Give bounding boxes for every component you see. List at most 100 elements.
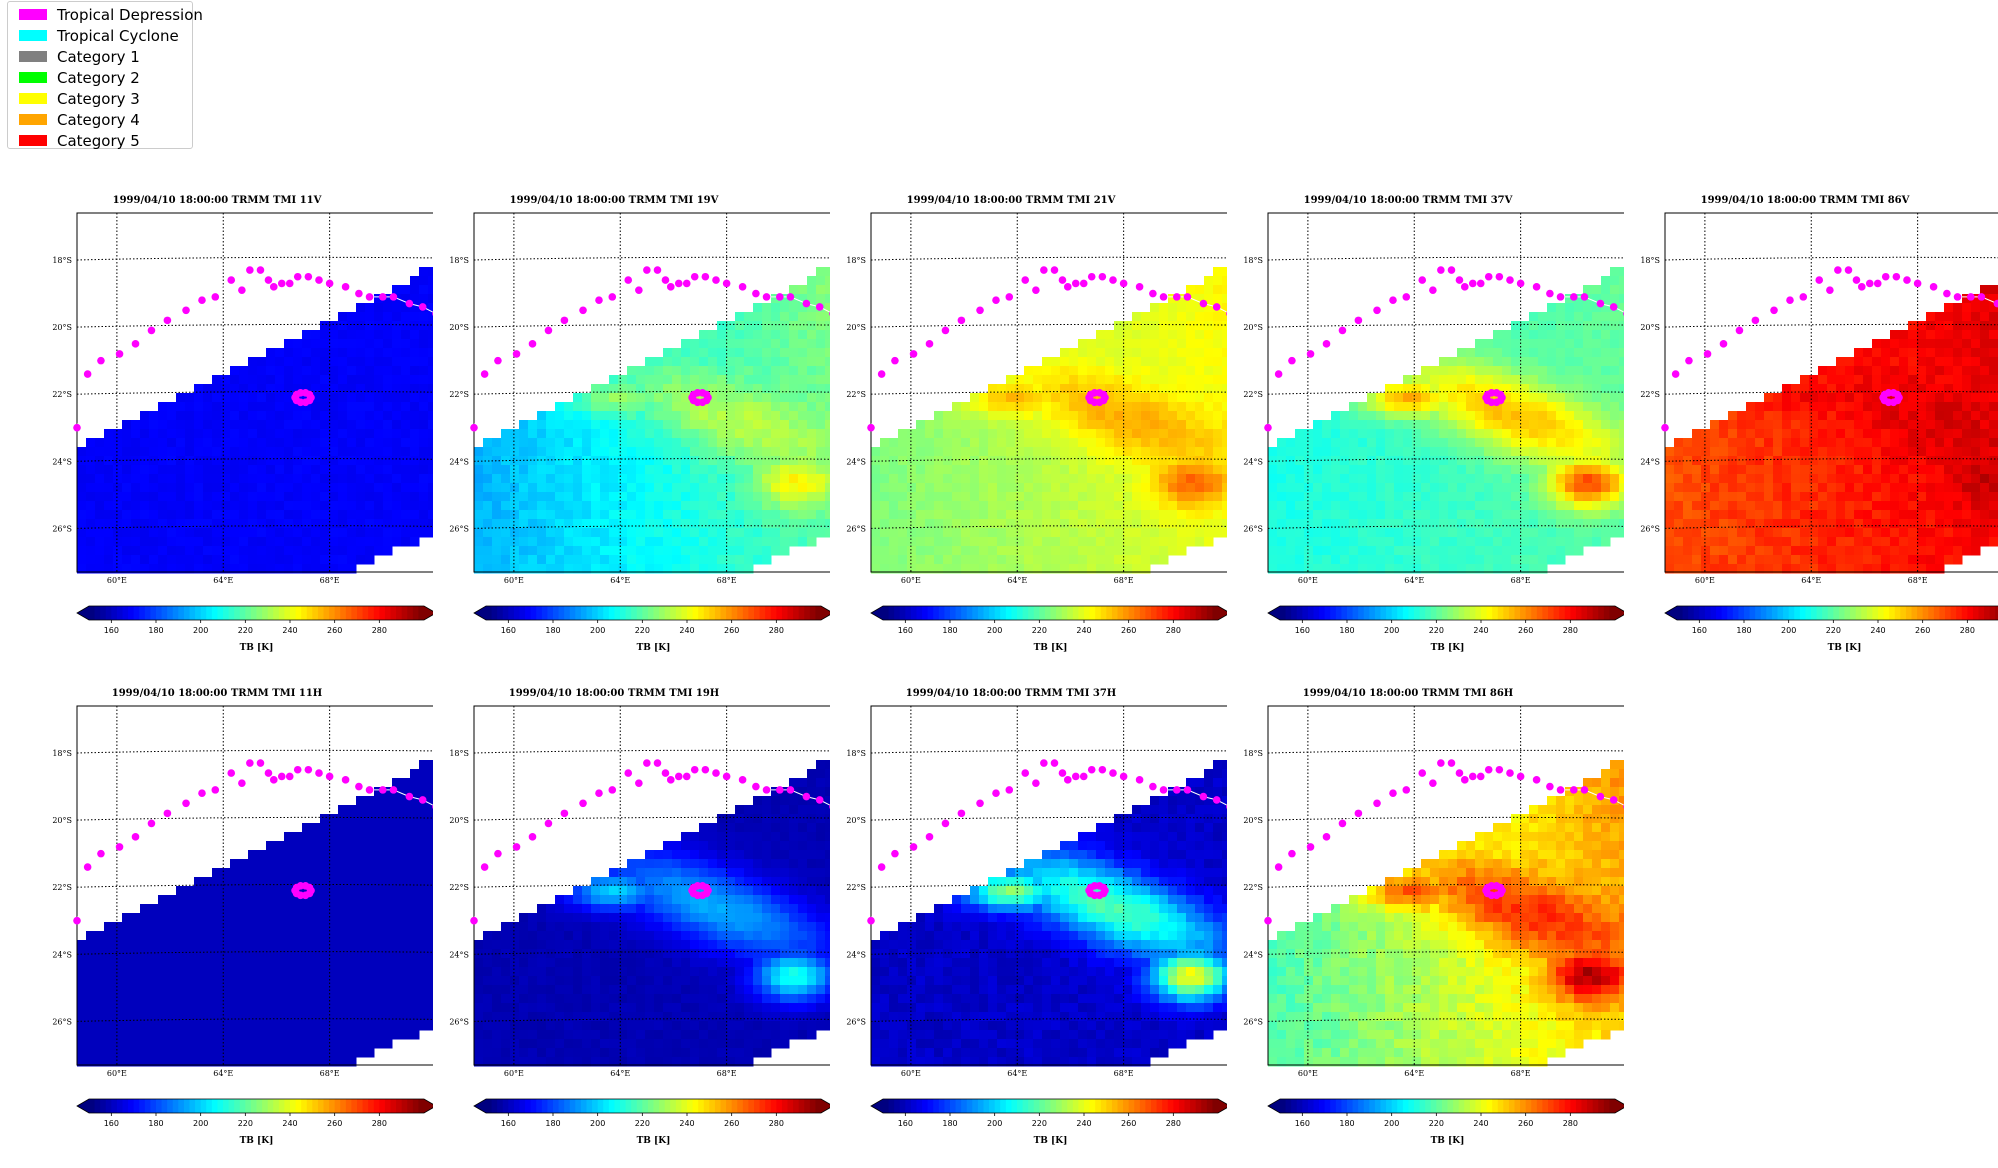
- colorbar-segment: [1067, 606, 1073, 620]
- heat-cell: [1583, 402, 1593, 412]
- heat-cell: [880, 438, 890, 448]
- heat-cell: [1538, 330, 1548, 340]
- heat-cell: [1592, 465, 1602, 475]
- heat-cell: [726, 519, 736, 529]
- heat-cell: [798, 492, 808, 502]
- heat-cell: [807, 429, 817, 439]
- heat-cell: [401, 357, 411, 367]
- heat-cell: [1791, 456, 1801, 466]
- colorbar-label: TB [K]: [1431, 643, 1465, 653]
- heat-cell: [816, 285, 826, 295]
- heat-cell: [86, 483, 96, 493]
- colorbar-segment: [631, 606, 637, 620]
- heat-cell: [582, 438, 592, 448]
- heat-cell: [1033, 420, 1043, 430]
- heat-cell: [1349, 411, 1359, 421]
- heat-cell: [1078, 537, 1088, 547]
- heat-cell: [1412, 438, 1422, 448]
- heat-cell: [1448, 537, 1458, 547]
- heat-cell: [798, 438, 808, 448]
- heat-cell: [735, 375, 745, 385]
- heat-cell: [1006, 519, 1016, 529]
- heat-cell: [1827, 456, 1837, 466]
- heat-cell: [1376, 519, 1386, 529]
- heat-cell: [158, 528, 168, 538]
- heat-cell: [1096, 456, 1106, 466]
- heat-cell: [1439, 447, 1449, 457]
- heat-cell: [1574, 465, 1584, 475]
- lat-tick-label: 26°S: [449, 524, 469, 533]
- heat-cell: [302, 429, 312, 439]
- heat-cell: [1078, 501, 1088, 511]
- heat-cell: [1367, 492, 1377, 502]
- heat-cell: [392, 492, 402, 502]
- heat-cell: [1475, 384, 1485, 394]
- heat-cell: [338, 384, 348, 394]
- heat-cell: [1358, 528, 1368, 538]
- heat-cell: [690, 375, 700, 385]
- heat-cell: [1204, 456, 1214, 466]
- heat-cell: [1890, 555, 1900, 565]
- heat-cell: [1042, 393, 1052, 403]
- heat-cell: [1421, 447, 1431, 457]
- heat-cell: [1448, 492, 1458, 502]
- heat-cell: [221, 474, 231, 484]
- heat-cell: [780, 384, 790, 394]
- heat-cell: [1042, 483, 1052, 493]
- track-point: [1100, 391, 1108, 399]
- heat-cell: [95, 519, 105, 529]
- heat-cell: [699, 519, 709, 529]
- heat-cell: [419, 267, 429, 277]
- heat-cell: [1168, 339, 1178, 349]
- heat-cell: [528, 429, 538, 439]
- heat-cell: [320, 411, 330, 421]
- heat-cell: [1475, 339, 1485, 349]
- heat-cell: [1764, 411, 1774, 421]
- heat-cell: [257, 447, 267, 457]
- heat-cell: [1159, 483, 1169, 493]
- heat-cell: [1186, 357, 1196, 367]
- heat-cell: [1601, 357, 1611, 367]
- heat-cell: [1096, 492, 1106, 502]
- heat-cell: [672, 402, 682, 412]
- heat-cell: [717, 456, 727, 466]
- heat-cell: [1592, 447, 1602, 457]
- heat-cell: [735, 537, 745, 547]
- heat-cell: [816, 438, 826, 448]
- heat-cell: [591, 546, 601, 556]
- heat-cell: [726, 384, 736, 394]
- heat-cell: [717, 465, 727, 475]
- heat-cell: [1683, 501, 1693, 511]
- heat-cell: [1367, 555, 1377, 565]
- heat-cell: [167, 465, 177, 475]
- heat-cell: [1610, 420, 1620, 430]
- heat-cell: [997, 393, 1007, 403]
- heat-cell: [1556, 402, 1566, 412]
- heat-cell: [690, 465, 700, 475]
- heat-cell: [699, 474, 709, 484]
- heat-cell: [257, 393, 267, 403]
- heat-cell: [952, 411, 962, 421]
- heat-cell: [1078, 366, 1088, 376]
- track-point: [1032, 286, 1040, 294]
- heat-cell: [221, 447, 231, 457]
- heat-cell: [1475, 555, 1485, 565]
- heat-cell: [1710, 555, 1720, 565]
- heat-cell: [925, 474, 935, 484]
- heat-cell: [203, 546, 213, 556]
- heat-cell: [1385, 519, 1395, 529]
- heat-cell: [735, 438, 745, 448]
- heat-cell: [672, 537, 682, 547]
- heat-cell: [573, 483, 583, 493]
- heat-cell: [807, 456, 817, 466]
- heat-cell: [275, 465, 285, 475]
- heat-cell: [1268, 510, 1278, 520]
- heat-cell: [266, 348, 276, 358]
- heat-cell: [916, 501, 926, 511]
- heat-cell: [365, 330, 375, 340]
- heat-cell: [961, 438, 971, 448]
- heat-cell: [1042, 402, 1052, 412]
- heat-cell: [1475, 492, 1485, 502]
- heat-cell: [636, 366, 646, 376]
- heat-cell: [203, 402, 213, 412]
